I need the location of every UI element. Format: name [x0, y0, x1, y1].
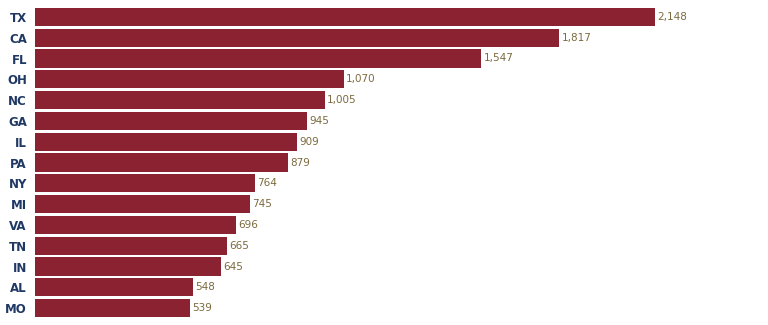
Text: 1,817: 1,817 — [561, 33, 591, 43]
Bar — [35, 70, 343, 88]
Text: 879: 879 — [291, 158, 310, 167]
Text: 645: 645 — [223, 262, 243, 271]
Text: 764: 764 — [257, 178, 277, 188]
Bar — [35, 133, 297, 151]
Text: 1,005: 1,005 — [327, 95, 357, 105]
Bar — [35, 257, 221, 276]
Bar — [35, 153, 289, 172]
Text: 2,148: 2,148 — [657, 12, 687, 22]
Text: 945: 945 — [310, 116, 329, 126]
Bar — [35, 278, 193, 296]
Text: 1,070: 1,070 — [346, 74, 376, 84]
Text: 665: 665 — [229, 241, 249, 251]
Bar — [35, 29, 559, 47]
Text: 909: 909 — [300, 137, 319, 147]
Bar — [35, 195, 250, 213]
Bar — [35, 174, 255, 192]
Bar — [35, 299, 190, 317]
Bar — [35, 216, 236, 234]
Bar — [35, 49, 482, 68]
Bar — [35, 237, 227, 255]
Text: 696: 696 — [238, 220, 258, 230]
Text: 539: 539 — [193, 303, 213, 313]
Bar — [35, 112, 307, 130]
Text: 1,547: 1,547 — [484, 54, 514, 63]
Bar — [35, 8, 655, 26]
Bar — [35, 91, 325, 109]
Text: 548: 548 — [195, 282, 215, 292]
Text: 745: 745 — [252, 199, 272, 209]
